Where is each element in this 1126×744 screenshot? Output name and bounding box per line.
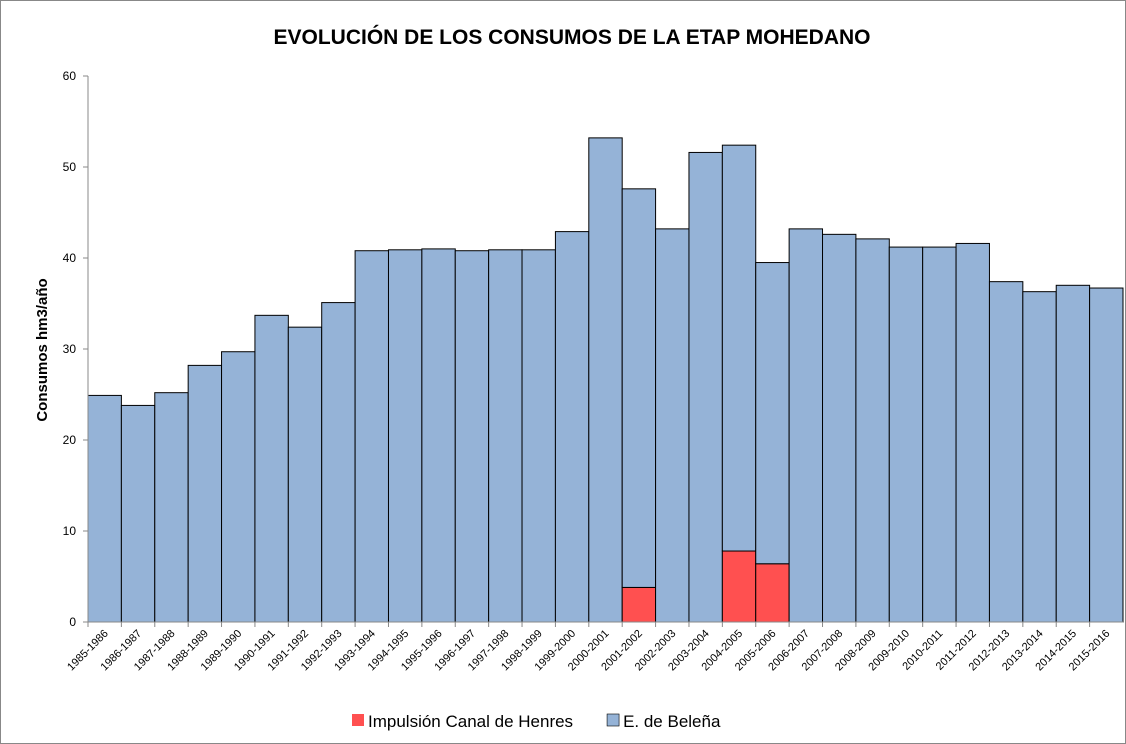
legend-swatch — [352, 714, 364, 726]
y-tick-label: 10 — [63, 524, 77, 538]
bar-segment — [955, 242, 990, 623]
bar-segment — [1055, 284, 1091, 623]
bar-segment — [822, 233, 857, 623]
bar-segment — [87, 394, 122, 623]
bar-segment — [655, 228, 690, 623]
bar-segment — [254, 314, 289, 623]
y-tick-label: 50 — [63, 160, 77, 174]
bar-segment — [855, 238, 890, 623]
bar-segment — [421, 248, 456, 623]
bar-segment — [988, 281, 1024, 623]
bar-segment — [287, 326, 323, 623]
bar-segment — [1089, 287, 1124, 623]
bar-segment — [755, 262, 790, 565]
bar-segment — [922, 246, 957, 623]
y-tick-label: 30 — [63, 342, 77, 356]
legend-swatch — [606, 713, 620, 727]
bar-segment — [187, 364, 223, 623]
bar-segment — [554, 231, 590, 623]
bar-segment — [755, 563, 790, 623]
y-tick-label: 60 — [63, 69, 77, 83]
bar-segment — [454, 250, 490, 623]
y-tick-label: 20 — [63, 433, 77, 447]
y-tick-label: 40 — [63, 251, 77, 265]
chart-title: EVOLUCIÓN DE LOS CONSUMOS DE LA ETAP MOH… — [274, 25, 871, 49]
bar-segment — [354, 250, 389, 623]
bar-segment — [488, 249, 523, 623]
bar-segment — [888, 246, 924, 623]
bar-segment — [154, 392, 189, 623]
bar-segment — [721, 144, 757, 552]
bar-segment — [120, 404, 156, 623]
bar-segment — [321, 302, 356, 623]
bar-segment — [387, 249, 423, 623]
bar-segment — [521, 249, 556, 623]
y-tick-label: 0 — [69, 615, 76, 629]
bar-segment — [621, 586, 657, 623]
bar-segment — [1022, 291, 1057, 623]
bar-segment — [221, 351, 256, 623]
bar-segment — [621, 188, 657, 588]
y-axis-label: Consumos hm3/año — [34, 278, 51, 421]
legend-label: Impulsión Canal de Henres — [368, 712, 573, 731]
legend-label: E. de Beleña — [623, 712, 721, 731]
bar-segment — [788, 228, 824, 623]
bar-segment — [588, 137, 623, 623]
bar-segment — [688, 151, 723, 623]
bar-segment — [721, 550, 757, 623]
